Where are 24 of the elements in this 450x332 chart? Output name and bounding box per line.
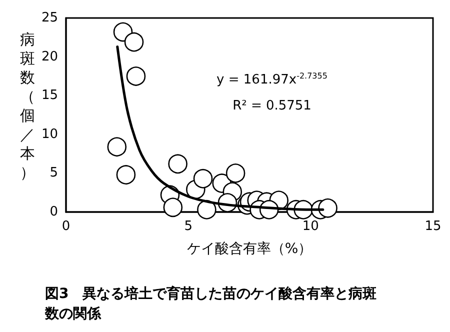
y-tick-label: 10: [41, 126, 58, 142]
annotation: R² = 0.5751: [232, 98, 312, 114]
point: [126, 66, 146, 86]
caption: 図3 異なる培土で育苗した苗のケイ酸含有率と病斑数の関係: [44, 285, 377, 322]
point: [163, 198, 183, 217]
point: [197, 200, 216, 220]
point: [168, 154, 188, 174]
y-tick-label: 5: [50, 166, 58, 181]
x-tick-label: 15: [424, 219, 442, 234]
y-tick-label: 0: [50, 204, 58, 220]
point: [226, 164, 246, 183]
point: [124, 32, 144, 52]
point: [116, 165, 136, 184]
y-tick-label: 25: [41, 10, 58, 26]
x-axis-title: ケイ酸含有率（%）: [186, 241, 312, 257]
x-tick-label: 5: [184, 219, 192, 234]
point: [318, 198, 338, 218]
x-tick-label: 10: [302, 219, 319, 234]
y-axis-title: 病斑数（個／本）: [20, 30, 35, 182]
y-tick-label: 15: [41, 88, 58, 104]
y-tick-label: 20: [41, 49, 58, 64]
point: [193, 168, 213, 188]
point: [107, 137, 127, 156]
x-tick-label: 0: [62, 219, 70, 234]
